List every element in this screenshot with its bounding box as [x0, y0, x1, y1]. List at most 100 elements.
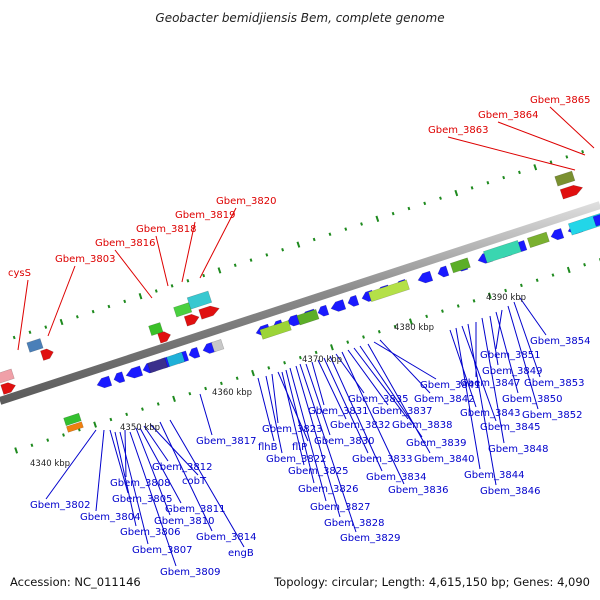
- gene-label-blue: engB: [228, 548, 254, 559]
- label-leader: [95, 429, 105, 512]
- forward-gene: [317, 304, 330, 317]
- gene-label-blue: Gbem_3808: [110, 478, 170, 489]
- label-leader: [481, 317, 505, 444]
- gene-label-blue: Gbem_3852: [522, 410, 582, 421]
- label-leader: [373, 341, 437, 380]
- label-leader: [335, 353, 365, 394]
- gene-label-blue: Gbem_3848: [488, 444, 548, 455]
- gene-label-blue: Gbem_3845: [480, 422, 540, 433]
- gene-label-blue: Gbem_3810: [154, 516, 214, 527]
- gene-label-blue: cobT: [182, 476, 207, 487]
- label-leader: [311, 361, 325, 406]
- label-leader: [17, 279, 29, 351]
- inner-tick: [441, 309, 444, 313]
- label-leader: [295, 365, 341, 518]
- forward-gene: [96, 375, 113, 389]
- gene-label-blue: Gbem_3825: [288, 466, 348, 477]
- label-leader: [139, 427, 182, 504]
- gene-label-blue: Gbem_3828: [324, 518, 384, 529]
- outer-tick: [265, 253, 269, 257]
- gene-label-blue: Gbem_3850: [502, 394, 562, 405]
- gene-label-blue: Gbem_3851: [480, 350, 540, 361]
- gene-label-red: cysS: [8, 268, 31, 279]
- outer-tick: [281, 248, 285, 252]
- gene-label-blue: Gbem_3832: [330, 420, 390, 431]
- forward-gene-dark: [147, 357, 169, 374]
- label-leader: [305, 363, 331, 436]
- inner-tick: [551, 273, 555, 277]
- outer-tick: [454, 189, 459, 197]
- label-leader-lines: [17, 106, 595, 567]
- label-leader: [159, 421, 213, 532]
- reverse-gene: [40, 348, 54, 361]
- scale-label: 4370 kbp: [302, 355, 342, 365]
- outer-tick: [344, 227, 348, 231]
- outer-tick: [233, 263, 237, 267]
- topology-summary: Topology: circular; Length: 4,615,150 bp…: [273, 575, 590, 589]
- gene-label-blue: Gbem_3809: [160, 567, 220, 578]
- gene-label-blue: Gbem_3827: [310, 502, 370, 513]
- label-leader: [257, 377, 275, 442]
- outer-tick: [565, 155, 569, 159]
- green-gene-block: [368, 279, 410, 303]
- outer-tick: [249, 258, 253, 262]
- label-leader: [323, 357, 369, 454]
- gene-label-blue: Gbem_3841: [420, 380, 480, 391]
- outer-tick: [375, 215, 380, 222]
- gene-label-blue: Gbem_3835: [348, 394, 408, 405]
- gene-label-blue: Gbem_3830: [314, 436, 374, 447]
- pink-gene-block: [0, 368, 15, 384]
- gene-label-blue: Gbem_3837: [372, 406, 432, 417]
- outer-tick: [549, 160, 553, 164]
- forward-gene: [347, 294, 360, 307]
- label-leader: [285, 369, 315, 484]
- outer-tick: [360, 222, 363, 226]
- inner-tick: [487, 292, 492, 299]
- inner-tick: [141, 407, 144, 411]
- outer-tick: [59, 318, 64, 326]
- gene-label-blue: Gbem_3836: [388, 485, 448, 496]
- forward-gene-cyan: [166, 351, 186, 367]
- inner-tick: [283, 361, 286, 365]
- gene-label-blue: Gbem_3811: [165, 504, 225, 515]
- label-leader: [341, 351, 405, 485]
- label-leader: [114, 431, 137, 527]
- outer-tick: [75, 315, 79, 319]
- accession-text: Accession: NC_011146: [10, 575, 141, 589]
- label-leader: [549, 106, 595, 149]
- outer-tick: [533, 164, 538, 171]
- label-leader: [455, 327, 481, 470]
- forward-gene: [550, 228, 565, 241]
- olive-gene-block: [554, 170, 576, 187]
- green-gene-block: [526, 231, 550, 249]
- green-gene-block: [449, 257, 471, 274]
- inner-tick: [251, 369, 255, 377]
- gene-label-blue: Gbem_3804: [80, 512, 140, 523]
- scale-label: 4360 kbp: [212, 388, 252, 398]
- inner-tick: [267, 366, 271, 370]
- label-leader: [265, 375, 283, 454]
- inner-tick: [298, 355, 302, 360]
- label-leader: [181, 221, 196, 283]
- scale-label: 4380 kbp: [394, 323, 434, 333]
- green-gene-block: [63, 412, 82, 427]
- label-leader: [329, 355, 383, 472]
- inner-tick: [109, 417, 113, 422]
- gene-label-blue: Gbem_3844: [464, 470, 524, 481]
- outer-tick: [439, 196, 442, 200]
- outer-tick: [470, 186, 474, 190]
- forward-gene: [330, 299, 347, 312]
- gene-label-red: Gbem_3864: [478, 110, 538, 121]
- gene-label-blue: Gbem_3802: [30, 500, 90, 511]
- gene-label-blue: Gbem_3826: [298, 484, 358, 495]
- gene-label-blue: Gbem_3839: [406, 438, 466, 449]
- reverse-gene: [183, 313, 200, 327]
- gene-label-blue: Gbem_3849: [482, 366, 542, 377]
- forward-gene: [437, 265, 450, 278]
- gene-label-red: Gbem_3820: [216, 196, 276, 207]
- outer-tick: [91, 309, 95, 314]
- inner-tick: [156, 402, 160, 406]
- label-leader: [507, 305, 539, 410]
- outer-tick: [502, 175, 506, 180]
- inner-tick: [125, 412, 129, 417]
